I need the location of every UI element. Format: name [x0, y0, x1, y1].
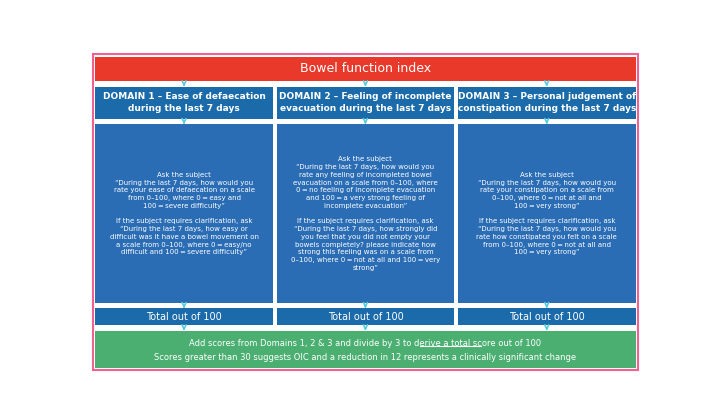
- Text: DOMAIN 1 – Ease of defaecation
during the last 7 days: DOMAIN 1 – Ease of defaecation during th…: [103, 92, 265, 113]
- Bar: [277, 124, 454, 303]
- Bar: [96, 331, 635, 368]
- Text: Scores greater than 30 suggests OIC and a reduction in 12 represents a clinicall: Scores greater than 30 suggests OIC and …: [154, 353, 577, 362]
- Bar: [96, 308, 273, 325]
- Bar: [96, 57, 635, 81]
- Text: DOMAIN 2 – Feeling of incomplete
evacuation during the last 7 days: DOMAIN 2 – Feeling of incomplete evacuat…: [279, 92, 451, 113]
- Bar: [458, 87, 635, 119]
- Text: Ask the subject
“During the last 7 days, how would you
rate your ease of defaeca: Ask the subject “During the last 7 days,…: [110, 172, 259, 255]
- Bar: [458, 124, 635, 303]
- Text: Total out of 100: Total out of 100: [327, 312, 404, 322]
- Bar: [96, 87, 273, 119]
- Text: Ask the subject
“During the last 7 days, how would you
rate any feeling of incom: Ask the subject “During the last 7 days,…: [291, 156, 440, 271]
- Text: Add scores from Domains 1, 2 & 3 and divide by 3 to derive a total score out of : Add scores from Domains 1, 2 & 3 and div…: [190, 339, 541, 348]
- Text: Bowel function index: Bowel function index: [300, 63, 431, 75]
- Text: Total out of 100: Total out of 100: [146, 312, 222, 322]
- Bar: [277, 87, 454, 119]
- Bar: [96, 124, 273, 303]
- Bar: [458, 308, 635, 325]
- Text: DOMAIN 3 – Personal judgement of
constipation during the last 7 days: DOMAIN 3 – Personal judgement of constip…: [458, 92, 636, 113]
- Text: Ask the subject
“During the last 7 days, how would you
rate your constipation on: Ask the subject “During the last 7 days,…: [476, 172, 617, 255]
- Bar: [277, 308, 454, 325]
- Text: Total out of 100: Total out of 100: [509, 312, 585, 322]
